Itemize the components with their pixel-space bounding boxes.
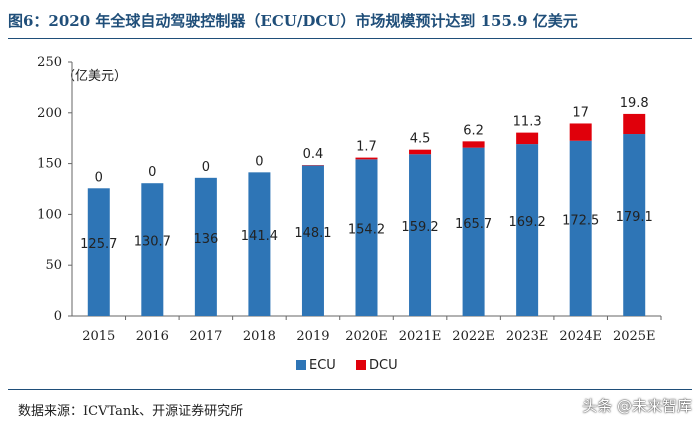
dcu-value-label: 0 (95, 170, 103, 185)
legend-label-dcu: DCU (369, 358, 398, 373)
y-tick-label: 50 (45, 258, 62, 273)
y-tick-label: 250 (37, 55, 62, 70)
ecu-value-label: 154.2 (348, 223, 385, 238)
bars: 125.7 0 130.7 0 136 0 141.4 0 148.1 0.4 154.2 1.7 15… (80, 96, 653, 316)
y-tick-label: 0 (54, 309, 62, 324)
x-axis-ticks: 2015 2016 2017 2018 2019 2020E 2021E 2022E 2023E… (82, 316, 662, 344)
bar-dcu-2024E (569, 123, 592, 141)
dcu-value-label: 1.7 (356, 140, 377, 155)
dcu-value-label: 0 (148, 165, 156, 180)
ecu-value-label: 172.5 (562, 213, 599, 228)
ecu-value-label: 148.1 (294, 226, 331, 241)
x-tick-label: 2021E (399, 329, 442, 344)
legend-swatch-ecu (296, 360, 306, 370)
legend-label-ecu: ECU (309, 358, 336, 373)
x-tick-label: 2018 (243, 329, 276, 344)
x-tick-label: 2017 (189, 329, 222, 344)
watermark: 头条 @未来智库 (582, 397, 692, 415)
bar-ecu-2021E (409, 154, 432, 316)
bar-dcu-2022E (462, 141, 485, 148)
x-tick-label: 2024E (559, 329, 602, 344)
ecu-value-label: 165.7 (455, 217, 492, 232)
title-divider (8, 38, 692, 39)
ecu-value-label: 169.2 (509, 215, 546, 230)
y-tick-label: 150 (37, 157, 62, 172)
dcu-value-label: 11.3 (513, 115, 542, 130)
bar-ecu-2017 (194, 177, 217, 316)
x-tick-label: 2019 (296, 329, 329, 344)
y-axis-unit-label: （亿美元） (62, 69, 127, 84)
bar-ecu-2018 (248, 172, 271, 316)
bar-dcu-2021E (409, 149, 432, 155)
legend: ECU DCU (296, 358, 398, 373)
bar-dcu-2020E (355, 157, 378, 160)
dcu-value-label: 0 (255, 154, 263, 169)
dcu-value-label: 6.2 (463, 123, 484, 138)
bar-ecu-2022E (462, 147, 485, 316)
y-axis-ticks: 0 50 100 150 200 250 (37, 55, 72, 324)
ecu-value-label: 130.7 (134, 235, 171, 250)
bar-ecu-2025E (623, 134, 646, 316)
bar-ecu-2020E (355, 159, 378, 316)
ecu-value-label: 141.4 (241, 229, 278, 244)
bar-dcu-2025E (623, 113, 646, 135)
ecu-value-label: 179.1 (616, 210, 653, 225)
footer-divider (8, 389, 692, 390)
legend-swatch-dcu (356, 360, 366, 370)
bar-ecu-2023E (516, 144, 539, 316)
x-tick-label: 2015 (82, 329, 115, 344)
bar-dcu-2023E (516, 132, 539, 145)
bar-ecu-2015 (87, 188, 110, 316)
chart-title: 图6：2020 年全球自动驾驶控制器（ECU/DCU）市场规模预计达到 155.… (8, 12, 578, 30)
ecu-value-label: 125.7 (80, 237, 117, 252)
x-tick-label: 2016 (136, 329, 169, 344)
bar-ecu-2016 (141, 183, 164, 316)
ecu-value-label: 136 (193, 232, 218, 247)
dcu-value-label: 0.4 (303, 147, 324, 162)
y-tick-label: 100 (37, 207, 62, 222)
bar-ecu-2024E (569, 140, 592, 316)
x-tick-label: 2020E (345, 329, 388, 344)
x-tick-label: 2025E (613, 329, 656, 344)
dcu-value-label: 19.8 (620, 96, 649, 111)
bar-ecu-2019 (301, 165, 324, 316)
y-tick-label: 200 (37, 106, 62, 121)
source-note: 数据来源：ICVTank、开源证券研究所 (18, 404, 244, 419)
dcu-value-label: 17 (572, 105, 589, 120)
x-tick-label: 2023E (506, 329, 549, 344)
dcu-value-label: 0 (202, 160, 210, 175)
x-tick-label: 2022E (452, 329, 495, 344)
ecu-value-label: 159.2 (401, 220, 438, 235)
dcu-value-label: 4.5 (410, 132, 431, 147)
